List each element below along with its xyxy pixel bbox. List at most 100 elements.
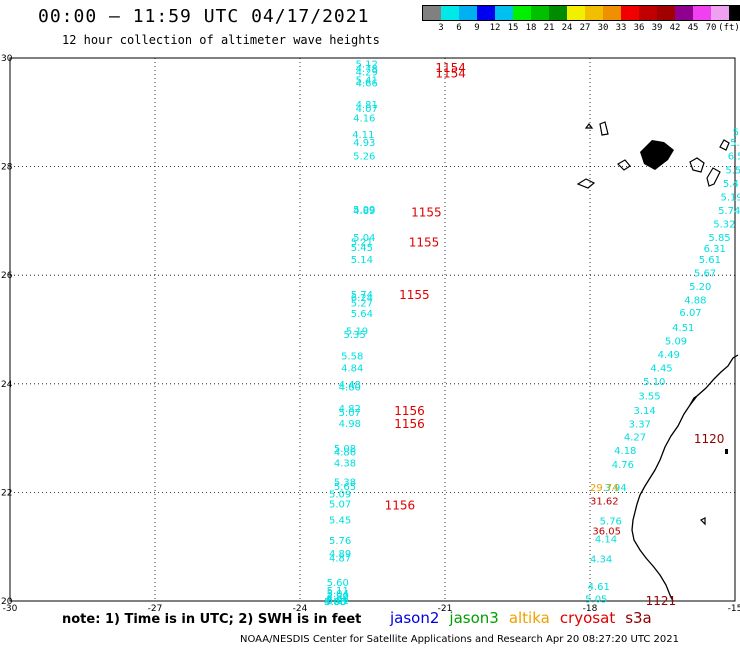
wave-height-label: 5.09 xyxy=(665,336,687,347)
legend-label: 24 xyxy=(561,23,573,33)
pass-number-label: 1120 xyxy=(694,432,725,446)
wave-height-label: 4.07 xyxy=(356,104,378,115)
wave-height-label: 36.05 xyxy=(592,526,621,537)
wave-height-label: 5.41 xyxy=(723,179,740,190)
pass-number-label: 1156 xyxy=(394,417,425,431)
pass-number-label: 1155 xyxy=(411,206,442,220)
satellite-legend-item: jason3 xyxy=(449,609,499,627)
wave-height-label: 4.11 xyxy=(352,130,374,141)
x-tick-label: -15 xyxy=(728,604,740,614)
wave-height-label: 5.60 xyxy=(327,578,349,589)
wave-height-label: 4.90 xyxy=(327,592,349,603)
wave-height-label: 4.38 xyxy=(334,459,356,470)
wave-height-label: 5.14 xyxy=(351,255,373,266)
wave-height-label: 5.97 xyxy=(733,127,740,138)
map-subtitle: 12 hour collection of altimeter wave hei… xyxy=(62,33,380,47)
wave-height-label: 5.26 xyxy=(353,152,375,163)
wave-height-label: 5.18 xyxy=(730,138,740,149)
legend-swatch xyxy=(729,6,740,20)
wave-height-label: 4.82 xyxy=(339,404,361,415)
legend-swatch xyxy=(477,6,495,20)
canary-lapalma xyxy=(599,121,609,136)
wave-height-label: 4.89 xyxy=(329,549,351,560)
wave-height-label: 5.12 xyxy=(356,59,378,70)
wave-height-label: 4.84 xyxy=(341,364,363,375)
y-tick-label: 20 xyxy=(1,597,13,607)
satellite-legend-item: s3a xyxy=(625,609,652,627)
wave-height-label: 5.58 xyxy=(341,352,363,363)
wave-height-label: 4.88 xyxy=(684,296,706,307)
wave-height-label: 6.24 xyxy=(351,293,373,304)
canary-tenerife xyxy=(640,140,674,170)
legend-label: 33 xyxy=(615,23,627,33)
wave-height-label: 5.09 xyxy=(329,489,351,500)
legend-swatch xyxy=(423,6,441,20)
wave-height-label: 5.35 xyxy=(344,330,366,341)
legend-label: 12 xyxy=(489,23,501,33)
legend-swatch xyxy=(639,6,657,20)
africa-coast xyxy=(631,354,739,602)
wave-height-label: 5.04 xyxy=(353,233,375,244)
wave-height-label: 5.76 xyxy=(329,536,351,547)
wave-height-label: 4.61 xyxy=(588,582,610,593)
legend-label: (ft) xyxy=(718,23,740,33)
wave-height-label: 5.38 xyxy=(334,478,356,489)
wave-height-label: 4.60 xyxy=(339,383,361,394)
legend-swatch xyxy=(549,6,567,20)
legend-label: 30 xyxy=(597,23,609,33)
wave-height-label: 4.14 xyxy=(595,535,617,546)
pass-number-label: 1155 xyxy=(409,236,440,250)
wave-height-label: 5.07 xyxy=(339,408,361,419)
legend-swatch xyxy=(693,6,711,20)
legend-label: 9 xyxy=(474,23,480,33)
legend-swatch xyxy=(711,6,729,20)
wave-height-label: 5.52 xyxy=(725,165,740,176)
wave-height-label: 5.08 xyxy=(334,444,356,455)
wave-height-label: 4.27 xyxy=(624,432,646,443)
wave-height-label: 4.95 xyxy=(324,597,346,608)
map-note: note: 1) Time is in UTC; 2) SWH is in fe… xyxy=(62,612,362,627)
wave-height-label: 4.29 xyxy=(356,68,378,79)
wave-height-label: 5.45 xyxy=(351,243,373,254)
legend-swatch xyxy=(513,6,531,20)
legend-labels: 3 6 9 12 15 18 21 24 27 30 33 36 39 42 45 70 (ft) xyxy=(422,21,740,35)
wave-height-label: 4.81 xyxy=(356,100,378,111)
x-tick-label: -30 xyxy=(3,604,18,614)
wave-height-label: 4.76 xyxy=(612,460,634,471)
wave-height-label: 29.74 xyxy=(590,483,619,494)
wave-height-label: 5.19 xyxy=(721,192,740,203)
x-tick-label: -21 xyxy=(438,604,453,614)
wave-height-label: 4.45 xyxy=(650,364,672,375)
wave-height-label: 5.45 xyxy=(329,516,351,527)
coast-islet-2 xyxy=(725,449,728,454)
wave-height-label: 4.78 xyxy=(356,64,378,75)
legend-label: 15 xyxy=(507,23,519,33)
satellite-legend-item: altika xyxy=(508,609,550,627)
legend-swatches xyxy=(422,5,740,21)
wave-height-label: 6.31 xyxy=(704,244,726,255)
legend-label: 21 xyxy=(543,23,555,33)
wave-height-label: 5.32 xyxy=(713,220,735,231)
wave-height-label: 5.61 xyxy=(699,255,721,266)
wave-height-label: 3.55 xyxy=(638,392,660,403)
wave-height-label: 5.41 xyxy=(356,76,378,87)
wave-height-label: 4.16 xyxy=(353,114,375,125)
wave-height-label: 5.74 xyxy=(351,290,373,301)
wave-height-label: 4.34 xyxy=(590,555,612,566)
legend-label: 42 xyxy=(669,23,681,33)
legend-label: 18 xyxy=(525,23,537,33)
wave-height-label: 5.65 xyxy=(334,482,356,493)
pass-number-label: 1156 xyxy=(394,404,425,418)
legend-swatch xyxy=(657,6,675,20)
wave-height-label: 4.18 xyxy=(614,446,636,457)
wave-height-label: 4.87 xyxy=(329,554,351,565)
wave-height-label: 4.48 xyxy=(339,380,361,391)
legend-swatch xyxy=(603,6,621,20)
legend-swatch xyxy=(567,6,585,20)
wave-height-label: 5.11 xyxy=(327,586,349,597)
wave-height-label: 5.09 xyxy=(353,205,375,216)
legend-swatch xyxy=(459,6,477,20)
pass-number-label: 1155 xyxy=(399,288,430,302)
